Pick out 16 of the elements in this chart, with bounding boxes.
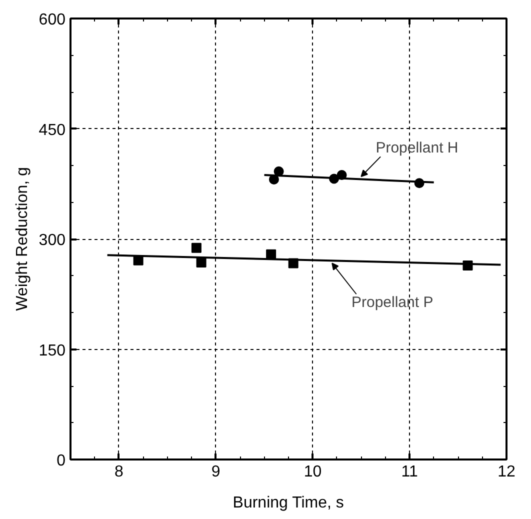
y-tick-label: 150 <box>38 342 66 360</box>
y-tick-label: 0 <box>56 452 66 470</box>
x-tick-label: 8 <box>114 464 124 480</box>
point <box>191 242 202 253</box>
y-tick-label: 450 <box>38 122 66 139</box>
x-tick-label: 9 <box>211 464 220 480</box>
point <box>196 258 206 268</box>
y-axis-title: Weight Reduction, g <box>14 167 31 311</box>
x-axis-title: Burning Time, s <box>232 494 344 512</box>
y-tick-label: 600 <box>38 12 66 28</box>
annotation: Propellant H <box>376 140 458 157</box>
x-tick-label: 10 <box>304 464 322 480</box>
y-tick-label: 300 <box>38 232 66 249</box>
x-tick-label: 12 <box>498 464 516 480</box>
x-tick-label: 11 <box>401 464 418 480</box>
annotation: Propellant P <box>351 294 434 312</box>
